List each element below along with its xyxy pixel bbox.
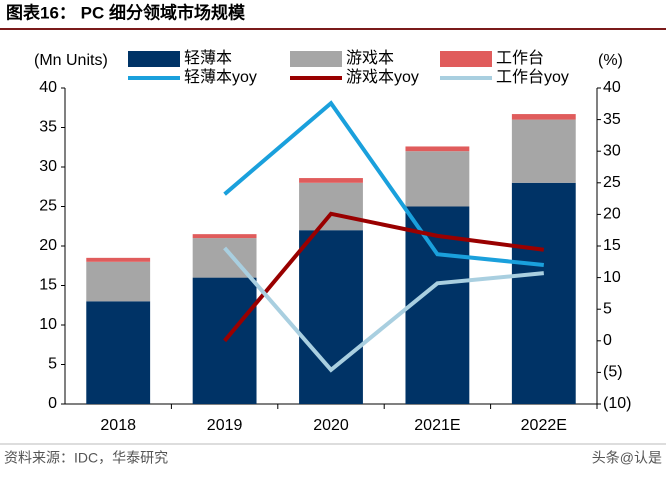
bar	[405, 146, 470, 152]
y-tick-label: 15	[39, 277, 57, 294]
legend-label: 工作台yoy	[496, 68, 569, 86]
line	[223, 246, 544, 373]
bar	[192, 234, 257, 239]
y-tick-label: 35	[39, 119, 57, 136]
legend-swatch	[290, 51, 342, 67]
bar	[86, 301, 151, 404]
x-tick-label: 2022E	[521, 417, 567, 434]
y-tick-label: 10	[39, 316, 57, 333]
y2-tick-label: (10)	[603, 395, 631, 412]
legend-label: 轻薄本	[184, 49, 232, 67]
legend-label: 轻薄本yoy	[184, 68, 257, 86]
y2-tick-label: 5	[603, 300, 612, 317]
y2-tick-label: 10	[603, 269, 621, 286]
legend-swatch	[128, 51, 180, 67]
y-tick-label: 5	[48, 356, 57, 373]
bar	[192, 277, 257, 404]
bar	[405, 151, 470, 207]
bar	[86, 257, 151, 262]
y-tick-label: 25	[39, 198, 57, 215]
bar	[511, 182, 576, 404]
y2-tick-label: 30	[603, 142, 621, 159]
x-tick-label: 2020	[313, 417, 349, 434]
bar	[86, 261, 151, 302]
bar	[299, 178, 363, 183]
y2-axis-label: (%)	[598, 52, 623, 69]
y2-tick-label: 0	[603, 332, 612, 349]
y-axis-label: (Mn Units)	[34, 52, 108, 69]
y2-tick-label: (5)	[603, 364, 623, 381]
bar	[299, 230, 363, 404]
y2-tick-label: 20	[603, 206, 621, 223]
legend-swatch	[440, 51, 492, 67]
x-tick-label: 2019	[207, 417, 243, 434]
bar	[299, 182, 363, 231]
legend-label: 工作台	[496, 49, 544, 67]
watermark: 头条@认是	[592, 450, 662, 466]
line	[223, 211, 545, 343]
y-tick-label: 20	[39, 237, 57, 254]
y2-tick-label: 15	[603, 237, 621, 254]
source: 资料来源：IDC，华泰研究	[4, 450, 168, 466]
x-tick-label: 2018	[100, 417, 136, 434]
y-tick-label: 0	[48, 395, 57, 412]
y-tick-label: 40	[39, 79, 57, 96]
bar	[511, 119, 576, 183]
y2-tick-label: 35	[603, 111, 621, 128]
legend-label: 游戏本yoy	[346, 68, 419, 86]
y2-tick-label: 25	[603, 174, 621, 191]
y2-tick-label: 40	[603, 79, 621, 96]
chart-title: 图表16： PC 细分领域市场规模	[6, 2, 246, 22]
bar	[511, 114, 576, 120]
legend-label: 游戏本	[346, 49, 394, 67]
line	[223, 100, 545, 267]
x-tick-label: 2021E	[414, 417, 460, 434]
y-tick-label: 30	[39, 158, 57, 175]
